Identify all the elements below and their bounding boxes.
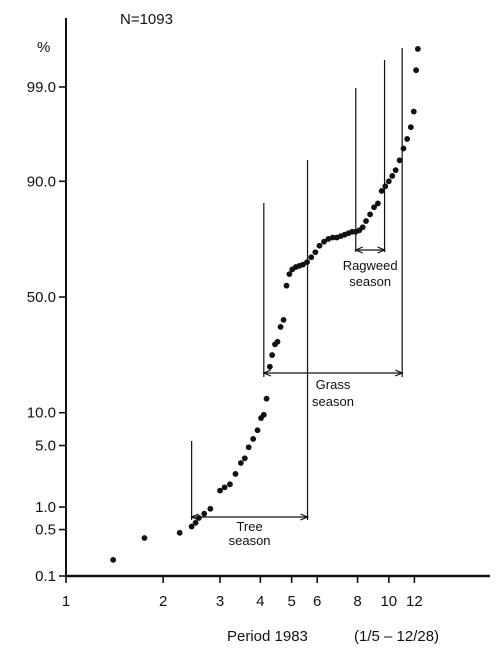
data-point — [141, 535, 148, 541]
sample-size-annotation: N=1093 — [120, 11, 173, 28]
y-tick-label: 50.0 — [27, 289, 56, 306]
data-point — [280, 316, 287, 323]
data-point — [241, 455, 248, 462]
arrowhead-right — [377, 246, 387, 254]
data-point — [407, 124, 414, 131]
x-caption: Period 1983 — [227, 628, 308, 645]
data-point — [232, 471, 239, 477]
data-point — [266, 363, 273, 370]
data-point — [176, 529, 183, 536]
x-tick-label: 2 — [159, 593, 167, 610]
y-unit-label: % — [37, 39, 50, 56]
data-point — [382, 183, 389, 190]
data-point — [389, 173, 396, 179]
x-tick-label: 5 — [287, 593, 295, 610]
data-point — [392, 167, 399, 174]
data-point — [237, 460, 244, 466]
x-tick-label: 1 — [62, 593, 70, 610]
arrowhead-right — [394, 369, 404, 377]
data-point — [378, 188, 385, 194]
data-point — [359, 224, 366, 231]
data-points-group — [110, 46, 421, 563]
data-point — [286, 271, 293, 278]
data-point — [396, 157, 403, 164]
y-tick-label: 0.5 — [35, 522, 56, 539]
x-tick-label: 4 — [256, 593, 264, 610]
data-point — [263, 395, 270, 402]
data-point — [312, 249, 319, 256]
data-point — [367, 211, 374, 218]
data-point — [250, 436, 257, 442]
arrowhead-left — [354, 246, 364, 254]
x-tick-label: 6 — [313, 593, 321, 610]
data-point — [217, 487, 223, 494]
data-point — [274, 338, 281, 345]
season-label-line-2: season — [349, 274, 391, 289]
data-point — [414, 46, 421, 52]
x-tick-label: 3 — [216, 593, 224, 610]
data-point — [329, 234, 336, 241]
y-tick-label: 5.0 — [35, 438, 56, 455]
season-label-line-2: season — [229, 533, 271, 548]
y-ticks-group: 0.1 0.5 1.0 5.0 10.0 50.0 90.0 99.0 — [27, 79, 66, 585]
data-point — [308, 254, 315, 261]
data-point — [201, 510, 208, 517]
data-point — [188, 523, 195, 530]
data-point — [110, 556, 117, 563]
data-point — [410, 108, 417, 115]
data-point — [283, 282, 290, 289]
data-point — [413, 67, 420, 74]
data-point — [192, 519, 199, 526]
data-point — [316, 242, 323, 249]
data-point — [304, 259, 310, 266]
data-point — [400, 145, 407, 152]
data-point — [245, 444, 252, 451]
x-ticks-group: 1 2 3 4 5 6 8 10 12 — [62, 576, 423, 610]
y-tick-label: 1.0 — [35, 499, 56, 516]
data-point — [404, 136, 411, 142]
data-point — [371, 204, 377, 211]
season-label-line-2: season — [312, 394, 354, 409]
season-label-line-1: Grass — [316, 377, 351, 392]
y-tick-label: 0.1 — [35, 568, 56, 585]
data-point — [254, 427, 261, 434]
data-point — [269, 352, 276, 358]
data-point — [207, 505, 214, 512]
data-point — [277, 324, 284, 330]
x-tick-label: 8 — [353, 593, 361, 610]
data-point — [260, 411, 267, 418]
data-point — [221, 484, 228, 491]
arrowhead-right — [300, 513, 310, 521]
x-caption-range: (1/5 – 12/28) — [354, 628, 439, 645]
season-label-line-1: Tree — [236, 519, 262, 534]
x-tick-label: 10 — [380, 593, 397, 610]
data-point — [227, 481, 233, 488]
data-point — [363, 218, 369, 224]
data-point — [374, 200, 381, 207]
y-tick-label: 10.0 — [27, 405, 56, 422]
arrowhead-left — [262, 369, 272, 377]
data-point — [385, 178, 392, 185]
x-tick-label: 12 — [406, 593, 423, 610]
y-tick-label: 90.0 — [27, 173, 56, 190]
data-point — [195, 515, 202, 521]
data-point — [321, 238, 327, 245]
season-label-line-1: Ragweed — [343, 258, 398, 273]
y-tick-label: 99.0 — [27, 79, 56, 96]
